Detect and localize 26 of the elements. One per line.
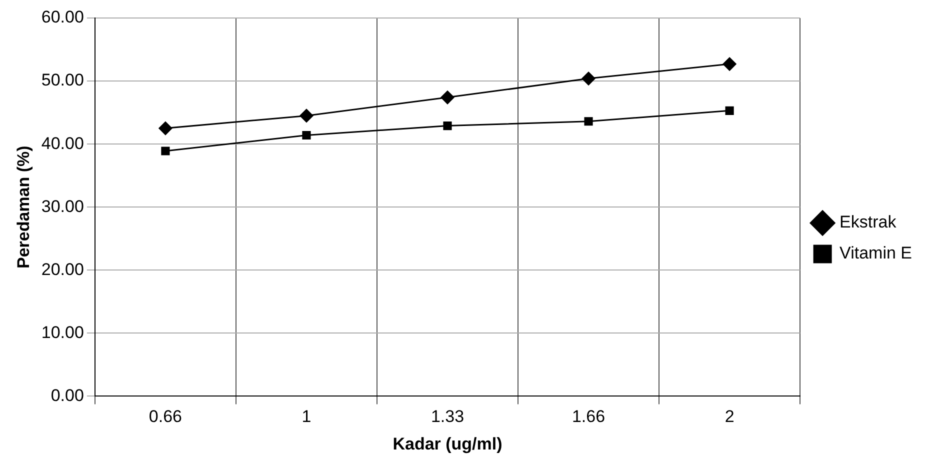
y-tick-label: 20.00 (41, 260, 84, 279)
legend-label: Vitamin E (840, 244, 912, 263)
y-axis-title: Peredaman (%) (14, 146, 33, 269)
legend-label: Ekstrak (840, 212, 897, 232)
y-tick-label: 60.00 (41, 8, 84, 27)
point (300, 108, 314, 122)
x-tick-label: 2 (724, 407, 734, 426)
point (302, 130, 311, 140)
x-tick-label: 0.66 (148, 407, 182, 426)
point (584, 117, 593, 126)
x-tick-label: 1.33 (430, 407, 464, 426)
point (161, 146, 170, 156)
y-tick-label: 50.00 (41, 70, 84, 90)
y-tick-label: 10.00 (41, 322, 84, 342)
point (582, 72, 596, 86)
x-axis-title: Kadar (ug/ml) (392, 434, 502, 454)
point (158, 122, 172, 136)
y-tick-label: 0.00 (50, 386, 84, 405)
point (440, 90, 454, 104)
point (443, 122, 452, 130)
x-tick-label: 1 (302, 407, 312, 426)
point (722, 57, 736, 71)
point (725, 106, 734, 115)
y-tick-label: 30.00 (41, 196, 84, 216)
y-tick-label: 40.00 (41, 134, 84, 153)
x-tick-label: 1.66 (572, 407, 606, 426)
